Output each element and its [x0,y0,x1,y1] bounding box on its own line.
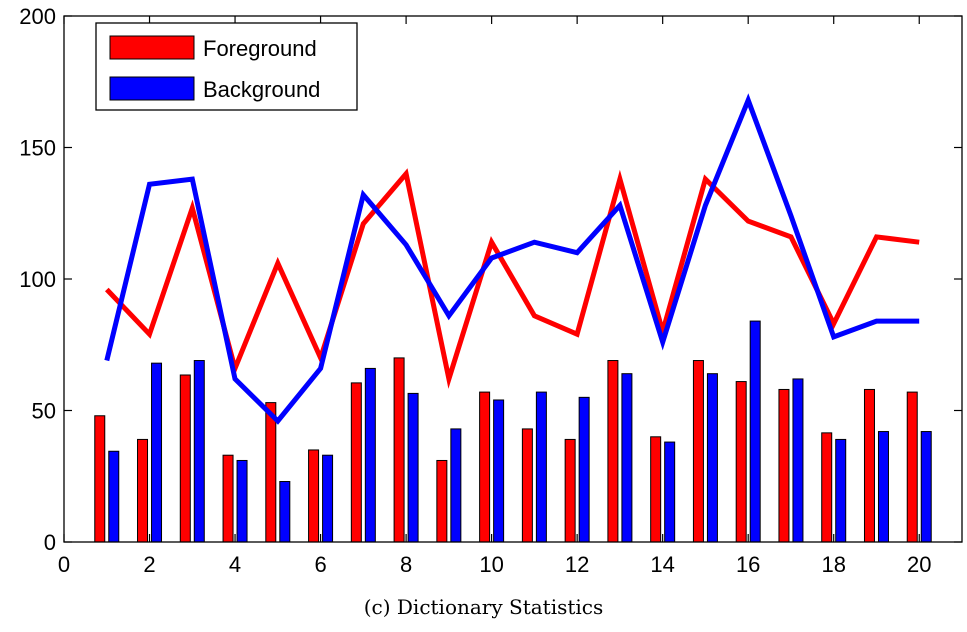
bar-background-16 [749,320,761,543]
bar-foreground-18 [821,432,833,543]
bar-foreground-20 [906,391,918,543]
bar-foreground-3 [179,374,191,543]
bar-background-15 [706,373,718,543]
bar-background-19 [877,431,889,543]
bar-foreground-7 [350,382,362,543]
bar-background-17 [792,378,804,543]
x-tick-label-10: 10 [479,552,503,577]
bar-background-13 [621,373,633,543]
x-tick-label-2: 2 [143,552,155,577]
bar-foreground-9 [436,459,448,543]
bar-background-5 [279,481,291,543]
lines-layer [104,93,920,425]
x-tick-label-14: 14 [650,552,674,577]
bar-foreground-6 [308,449,320,543]
bar-background-10 [493,399,505,543]
legend-label-foreground: Foreground [203,36,317,61]
bar-foreground-2 [137,438,149,543]
bar-background-8 [407,392,419,543]
bar-foreground-8 [393,357,405,543]
bar-foreground-17 [778,388,790,543]
y-tick-label-0: 0 [44,530,56,555]
figure-caption: (c) Dictionary Statistics [363,595,604,619]
bar-background-18 [835,438,847,543]
legend: Foreground Background [95,22,358,111]
bar-background-20 [920,431,932,543]
x-tick-label-6: 6 [314,552,326,577]
bar-foreground-14 [650,436,662,543]
bar-background-9 [450,428,462,543]
y-tick-label-200: 200 [19,4,56,29]
x-tick-label-8: 8 [400,552,412,577]
bar-foreground-11 [521,428,533,543]
bar-background-2 [151,362,163,543]
bar-background-1 [108,450,120,543]
bar-background-3 [193,360,205,543]
bar-background-6 [322,454,334,543]
line-foreground [104,168,920,389]
bar-foreground-4 [222,454,234,543]
y-tick-label-100: 100 [19,267,56,292]
x-tick-label-20: 20 [907,552,931,577]
legend-swatch-foreground [109,35,195,60]
bar-foreground-13 [607,360,619,543]
bar-background-4 [236,459,248,543]
bar-foreground-1 [94,415,106,543]
bar-foreground-12 [564,438,576,543]
bar-background-12 [578,396,590,543]
y-tick-label-150: 150 [19,136,56,161]
x-tick-label-0: 0 [58,552,70,577]
y-tick-label-50: 50 [32,399,56,424]
x-tick-label-18: 18 [821,552,845,577]
bar-foreground-15 [692,360,704,543]
bar-background-14 [664,441,676,543]
x-tick-label-12: 12 [565,552,589,577]
bar-foreground-10 [479,391,491,543]
bar-background-11 [535,391,547,543]
x-tick-label-16: 16 [736,552,760,577]
bar-background-7 [364,367,376,543]
bar-foreground-16 [735,381,747,543]
bar-foreground-5 [265,402,277,543]
x-tick-label-4: 4 [229,552,241,577]
legend-label-background: Background [203,77,320,102]
bar-foreground-19 [863,388,875,543]
legend-swatch-background [109,76,195,101]
line-background [104,93,920,425]
